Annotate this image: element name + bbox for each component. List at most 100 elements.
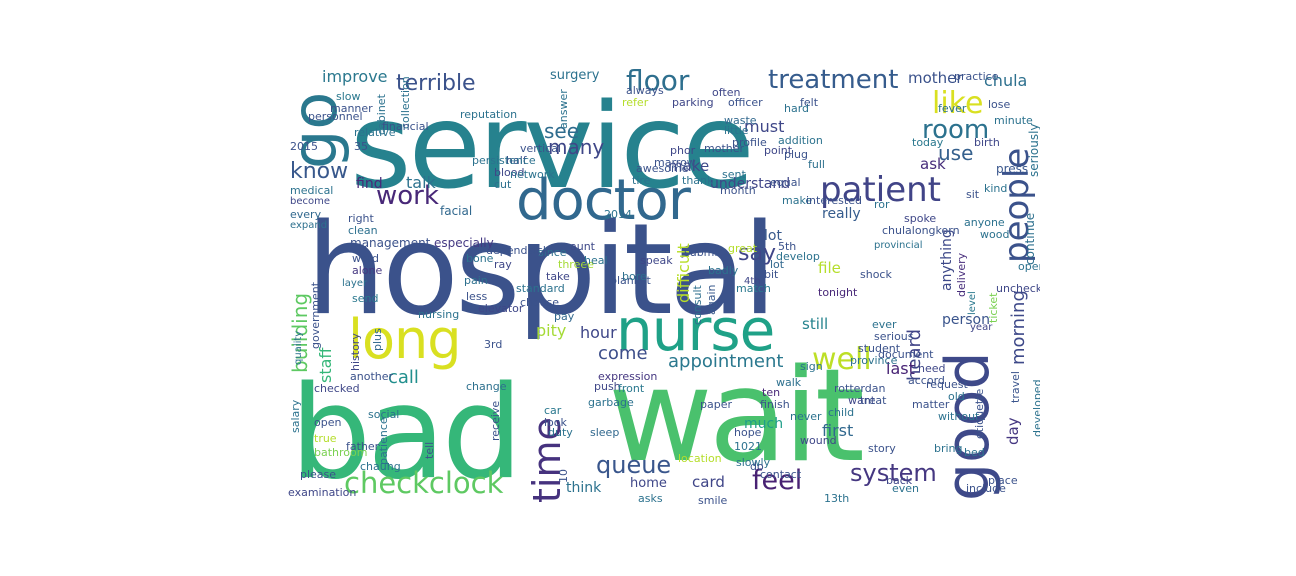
- word: mother: [908, 69, 963, 87]
- word: mother: [704, 142, 745, 155]
- word: use: [938, 141, 974, 165]
- word: reputation: [460, 108, 518, 121]
- word: consult: [691, 285, 704, 325]
- word: document: [878, 348, 934, 361]
- word: wait: [608, 342, 865, 491]
- word: finish: [760, 398, 790, 411]
- word: province: [850, 354, 898, 367]
- word: minute: [994, 114, 1033, 127]
- word: nurse: [616, 296, 775, 364]
- word: room: [922, 115, 990, 145]
- word: chaung: [360, 460, 401, 473]
- word: ask: [920, 155, 946, 173]
- word: work: [376, 181, 439, 211]
- word: find: [356, 176, 383, 192]
- word: duty: [548, 426, 573, 439]
- word: shock: [860, 268, 892, 281]
- word: know: [290, 159, 349, 184]
- word: waste: [724, 114, 757, 127]
- word: include: [966, 482, 1006, 495]
- word: chulalongkorn: [882, 224, 960, 237]
- word: want: [848, 394, 876, 407]
- word: patient: [820, 170, 941, 210]
- word: elevator: [478, 302, 524, 315]
- word: front: [618, 382, 645, 395]
- word: year: [970, 322, 993, 333]
- word: old: [948, 390, 965, 403]
- word: facial: [440, 204, 473, 218]
- word: management: [350, 236, 431, 250]
- word: 2014: [604, 208, 632, 221]
- word: 3rd: [484, 338, 503, 351]
- word: garbage: [588, 396, 634, 409]
- word: true: [314, 432, 337, 445]
- word: open: [314, 416, 342, 429]
- word: heal: [584, 254, 608, 267]
- word: paper: [700, 398, 732, 411]
- word: right: [348, 212, 374, 225]
- word: felt: [800, 96, 819, 109]
- word: developed: [1031, 379, 1040, 437]
- word: financial: [382, 120, 429, 133]
- word: child: [828, 406, 855, 419]
- word: back: [886, 474, 913, 487]
- word: press: [996, 162, 1029, 176]
- word: word: [352, 252, 380, 265]
- word: aunt: [570, 240, 595, 253]
- word: car: [544, 404, 562, 417]
- word: say: [738, 241, 776, 266]
- word: lot: [764, 228, 782, 244]
- word: treatment: [768, 65, 899, 95]
- word: practice: [954, 70, 999, 83]
- word: request: [926, 378, 968, 391]
- word: hospital: [306, 196, 777, 343]
- word: see: [544, 119, 580, 143]
- word: awesome: [636, 162, 689, 175]
- word: make: [782, 194, 813, 207]
- word: place: [988, 474, 1018, 487]
- word: feel: [752, 465, 803, 496]
- word: chula: [984, 71, 1028, 90]
- word: refer: [622, 96, 649, 109]
- word: expression: [598, 370, 658, 383]
- word: today: [912, 136, 944, 149]
- word: point: [764, 144, 793, 157]
- word: bore: [622, 270, 647, 283]
- word: doctor: [516, 168, 691, 233]
- word: patience: [377, 417, 390, 465]
- word: become: [290, 196, 331, 207]
- word: bit: [764, 268, 779, 281]
- word: blood: [494, 166, 525, 179]
- word: persistence: [472, 154, 536, 167]
- word: anything: [939, 229, 955, 291]
- word: bring: [934, 442, 963, 455]
- word: tell: [423, 441, 436, 459]
- word: improve: [322, 67, 388, 86]
- word: slow: [336, 90, 361, 103]
- word: hope: [734, 426, 762, 439]
- word: 5th: [778, 240, 797, 253]
- word: birth: [974, 136, 1000, 149]
- word: often: [712, 86, 741, 99]
- word: day: [1004, 417, 1022, 445]
- word: tonight: [818, 286, 858, 299]
- word: interested: [806, 194, 862, 207]
- word: ray: [494, 258, 512, 271]
- word: make: [668, 157, 710, 175]
- word: location: [678, 452, 722, 465]
- word: without: [938, 410, 980, 423]
- word: unchecked: [996, 282, 1040, 295]
- word: choose: [520, 296, 559, 309]
- word: 10: [557, 469, 570, 483]
- word: sleep: [590, 426, 620, 439]
- word: service: [350, 77, 755, 215]
- word: many: [548, 135, 605, 159]
- word: 4th: [744, 276, 761, 287]
- word: 13th: [824, 492, 850, 505]
- word: examination: [288, 486, 357, 499]
- word: sick: [528, 244, 550, 257]
- word: talk: [406, 173, 436, 192]
- word: take: [546, 270, 570, 283]
- word: even: [892, 482, 920, 495]
- word: still: [802, 315, 829, 333]
